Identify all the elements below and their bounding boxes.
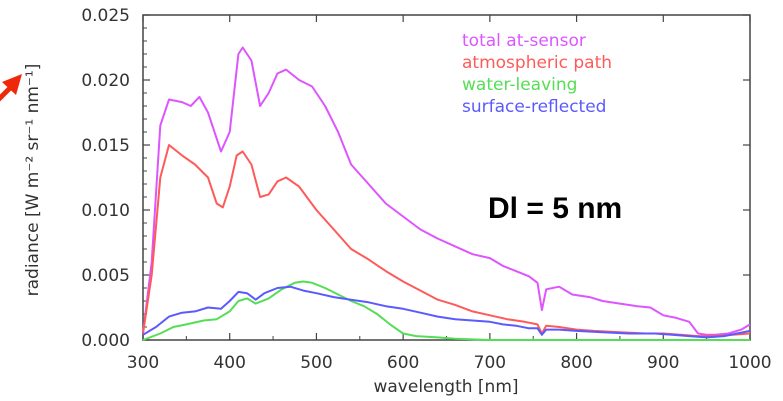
x-tick-label: 900 [647,353,679,373]
resolution-annotation: Dl = 5 nm [488,192,622,225]
y-tick-label: 0.000 [81,331,130,351]
series-line-total-at-sensor [142,46,751,336]
series-line-surface-reflected [142,285,751,339]
y-axis-title: radiance [W m⁻² sr⁻¹ nm⁻¹] [23,64,43,297]
series-layer [142,46,751,341]
y-tick-label: 0.015 [81,136,130,156]
arrow-head [2,74,22,95]
y-tick-label: 0.020 [81,71,130,91]
y-tick-label: 0.005 [81,266,130,286]
x-axis-title: wavelength [nm] [373,377,518,397]
arrow-shaft [0,84,14,102]
x-tick-label: 400 [213,353,245,373]
x-tick-label: 300 [127,353,159,373]
x-tick-label: 500 [300,353,332,373]
x-axis: 300 400 500 600 700 800 900 1000 [127,15,772,373]
legend-entry: atmospheric path [462,53,612,73]
legend-entry: total at-sensor [462,31,586,51]
y-tick-label: 0.025 [81,6,130,26]
x-tick-label: 800 [560,353,592,373]
legend-entry: surface-reflected [462,97,606,117]
series-line-water-leaving [142,280,750,341]
y-axis: 0.000 0.005 0.010 0.015 0.020 0.025 [81,6,750,351]
x-tick-label: 1000 [728,353,771,373]
x-tick-label: 600 [387,353,419,373]
plot-frame [142,14,751,341]
y-tick-label: 0.010 [81,201,130,221]
legend-entry: water-leaving [462,75,577,95]
x-tick-label: 700 [474,353,506,373]
red-arrow-icon [0,74,22,102]
